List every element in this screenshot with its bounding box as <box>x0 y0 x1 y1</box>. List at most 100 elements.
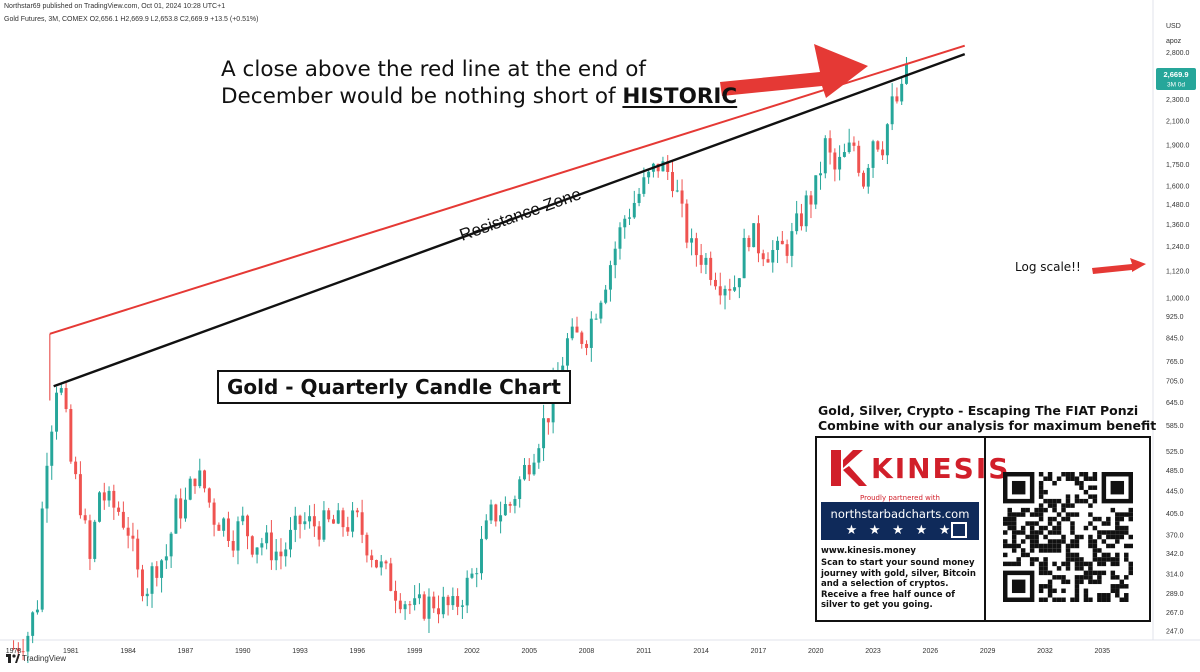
candle-body-51 <box>255 547 259 555</box>
candle-body-37 <box>188 478 192 500</box>
qr-module-186 <box>1029 548 1035 553</box>
candle-body-143 <box>694 238 698 256</box>
qr-module-104 <box>1020 525 1026 531</box>
qr-module-238 <box>1115 561 1120 567</box>
y-tick-label-19: 1,360.0 <box>1166 222 1189 229</box>
candle-body-128 <box>623 218 627 228</box>
candle-body-43 <box>217 524 221 531</box>
qr-module-110 <box>1070 525 1075 531</box>
qr-module-16 <box>1092 476 1098 481</box>
qr-module-29 <box>1065 494 1071 499</box>
candle-body-68 <box>336 510 340 524</box>
candle-body-35 <box>179 498 183 519</box>
candle-body-149 <box>723 288 727 296</box>
qr-module-156 <box>1056 539 1062 544</box>
qr-module-276 <box>1097 579 1102 585</box>
qr-module-123 <box>1047 530 1053 535</box>
qr-module-76 <box>1007 516 1012 522</box>
y-tick-label-1: 267.0 <box>1166 610 1184 617</box>
candle-body-161 <box>780 240 784 245</box>
qr-module-251 <box>1083 570 1089 576</box>
qr-module-12 <box>1070 476 1075 481</box>
qr-module-108 <box>1052 525 1057 531</box>
qr-module-116 <box>1003 530 1008 535</box>
candle-body-21 <box>112 490 116 508</box>
resistance-zone-label: Resistance Zone <box>457 184 584 244</box>
qr-module-280 <box>1047 584 1053 589</box>
qr-module-305 <box>1056 597 1062 602</box>
candle-body-47 <box>236 521 240 551</box>
qr-module-75 <box>1003 516 1008 522</box>
headline-line-1: A close above the red line at the end of <box>221 57 646 82</box>
publisher-line: Northstar69 published on TradingView.com… <box>4 3 226 10</box>
candle-body-146 <box>709 257 713 280</box>
promo-site[interactable]: www.kinesis.money <box>821 546 916 556</box>
candle-body-15 <box>83 515 87 521</box>
qr-module-274 <box>1088 579 1093 585</box>
candle-body-111 <box>542 418 546 449</box>
candle-body-41 <box>207 488 211 503</box>
qr-module-300 <box>1115 593 1120 598</box>
candle-body-28 <box>145 593 149 597</box>
y-tick-label-6: 405.0 <box>1166 511 1184 518</box>
qr-module-45 <box>1061 503 1066 508</box>
qr-module-194 <box>1097 548 1102 553</box>
qr-module-113 <box>1115 525 1120 531</box>
candle-body-79 <box>389 563 393 591</box>
candle-body-106 <box>518 479 522 500</box>
qr-module-266 <box>1110 575 1116 580</box>
y-tick-label-14: 845.0 <box>1166 335 1184 342</box>
qr-module-288 <box>1052 588 1057 594</box>
northstar-banner[interactable]: northstarbadcharts.com ★ ★ ★ ★ ★ <box>821 502 979 540</box>
qr-module-152 <box>1029 539 1035 544</box>
candle-body-65 <box>322 510 326 540</box>
qr-module-147 <box>1119 534 1125 540</box>
qr-module-25 <box>1038 489 1044 495</box>
candle-body-95 <box>465 577 469 606</box>
candle-body-0 <box>12 648 16 650</box>
candle-body-32 <box>164 556 168 561</box>
qr-module-250 <box>1047 570 1053 576</box>
x-tick-label-2: 1984 <box>120 648 136 655</box>
qr-module-226 <box>1038 561 1044 567</box>
candle-body-56 <box>279 551 283 557</box>
qr-module-127 <box>1097 530 1102 535</box>
qr-module-27 <box>1083 489 1089 495</box>
candle-body-99 <box>484 520 488 539</box>
promo-card[interactable]: KINESIS Proudly partnered with northstar… <box>815 436 1151 622</box>
candle-body-36 <box>183 499 187 519</box>
x-tick-label-1: 1981 <box>63 648 79 655</box>
candle-body-156 <box>756 223 760 254</box>
qr-module-229 <box>1061 561 1066 567</box>
x-tick-label-14: 2020 <box>808 648 824 655</box>
qr-module-243 <box>1065 566 1071 571</box>
qr-module-193 <box>1092 548 1098 553</box>
y-tick-label-23: 1,900.0 <box>1166 142 1189 149</box>
qr-module-283 <box>1115 584 1120 589</box>
qr-module-179 <box>1092 543 1098 549</box>
qr-module-254 <box>1097 570 1102 576</box>
candle-body-179 <box>866 167 870 187</box>
qr-module-84 <box>1097 516 1102 522</box>
candle-body-67 <box>331 519 335 524</box>
candle-body-64 <box>317 526 321 540</box>
qr-module-65 <box>1038 512 1044 517</box>
candle-body-171 <box>828 138 832 153</box>
qr-module-92 <box>1025 521 1030 526</box>
kinesis-logo[interactable]: KINESIS <box>823 448 1008 490</box>
candle-body-75 <box>370 555 374 561</box>
qr-module-244 <box>1074 566 1080 571</box>
qr-code-icon[interactable] <box>1003 472 1133 602</box>
qr-module-190 <box>1052 548 1057 553</box>
qr-module-159 <box>1074 539 1080 544</box>
qr-module-172 <box>1047 543 1053 549</box>
candle-body-123 <box>599 302 603 319</box>
qr-module-262 <box>1079 575 1084 580</box>
y-tick-label-27: 2,800.0 <box>1166 50 1189 57</box>
qr-module-169 <box>1034 543 1039 549</box>
qr-module-281 <box>1074 584 1080 589</box>
qr-module-145 <box>1110 534 1116 540</box>
qr-module-71 <box>1115 512 1120 517</box>
qr-module-215 <box>1097 557 1102 562</box>
candle-body-91 <box>446 596 450 606</box>
